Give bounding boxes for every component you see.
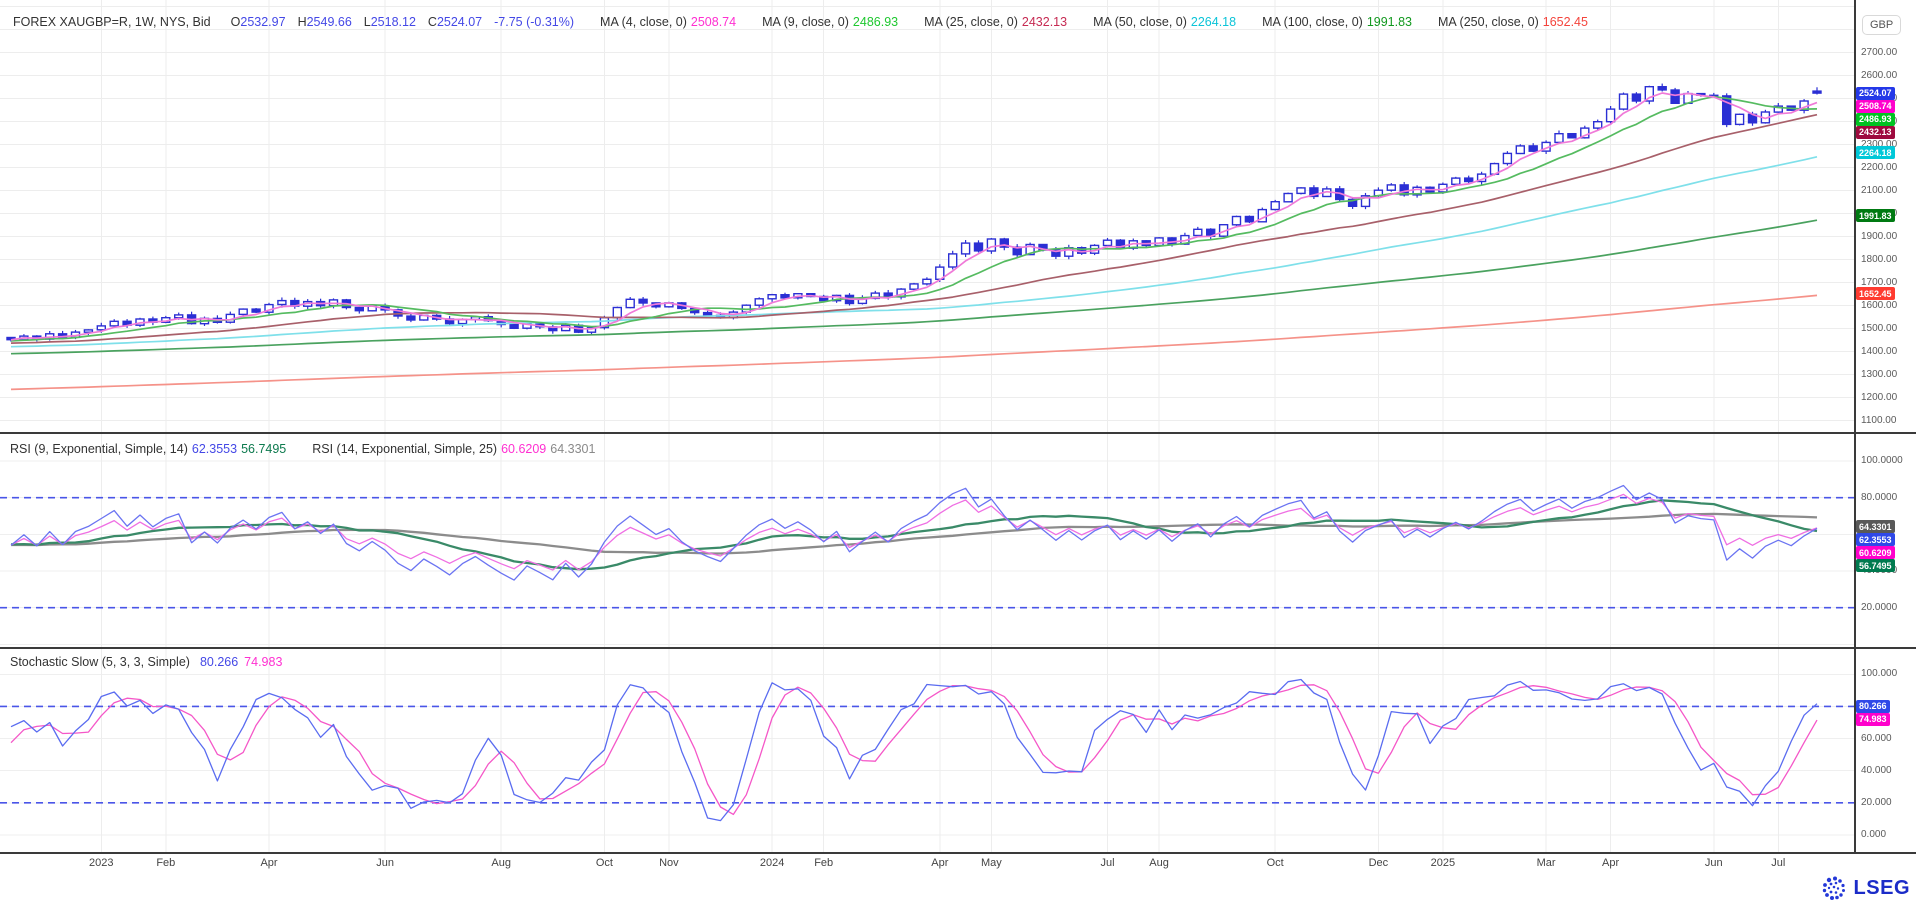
x-axis-label: 2025	[1430, 857, 1456, 869]
x-axis-label: Jun	[376, 857, 394, 869]
x-axis-label: Apr	[931, 857, 949, 869]
stochastic-legend-label: Stochastic Slow (5, 3, 3, Simple)	[10, 655, 190, 669]
price-axis-label: 1300.00	[1861, 368, 1898, 380]
rsi-tag: 56.7495	[1856, 559, 1895, 572]
x-axis-label: Mar	[1536, 857, 1556, 869]
rsi-legend-item: RSI (14, Exponential, Simple, 25) 60.6209…	[312, 442, 596, 456]
currency-label: GBP	[1862, 15, 1902, 35]
lseg-logo-icon	[1822, 876, 1845, 900]
stoch-axis-label: 0.000	[1861, 829, 1887, 840]
lseg-logo-text: LSEG	[1853, 876, 1910, 899]
price-axis-label: 2700.00	[1861, 46, 1898, 58]
ma-legend-item: MA (25, close, 0) 2432.13	[924, 15, 1068, 29]
rsi-axis-label: 20.0000	[1861, 601, 1898, 613]
x-axis-label: 2023	[89, 857, 114, 869]
ma-legend-item: MA (100, close, 0) 1991.83	[1262, 15, 1413, 29]
rsi-tag: 64.3301	[1856, 520, 1895, 533]
price-axis-label: 1600.00	[1861, 299, 1898, 311]
rsi-tag: 62.3553	[1856, 533, 1895, 546]
rsi-legend-item: RSI (9, Exponential, Simple, 14) 62.3553 5…	[10, 442, 287, 456]
stochastic-legend: Stochastic Slow (5, 3, 3, Simple) 80.266…	[10, 655, 282, 669]
ma-legend: MA (4, close, 0) 2508.74 MA (9, close, 0) 2…	[574, 15, 1588, 29]
stochastic-d-value: 74.983	[244, 655, 283, 669]
x-axis-label: Aug	[491, 857, 511, 869]
ma-legend-item: MA (9, close, 0) 2486.93	[762, 15, 899, 29]
x-axis-label: Jun	[1704, 857, 1723, 869]
x-axis-label: Jul	[1100, 857, 1115, 869]
quote-item: L 2518.12	[363, 15, 416, 29]
ma-legend-item: MA (50, close, 0) 2264.18	[1093, 15, 1237, 29]
price-axis-label: 1800.00	[1861, 253, 1898, 265]
x-axis-label: 2024	[759, 857, 785, 869]
ma-legend-item: MA (4, close, 0) 2508.74	[600, 15, 737, 29]
rsi-tag: 60.6209	[1856, 546, 1895, 559]
price-tag: 2508.74	[1856, 99, 1895, 113]
price-tag: 1652.45	[1856, 287, 1895, 301]
stoch-axis-label: 60.000	[1861, 732, 1892, 744]
quote-item: O 2532.97	[230, 15, 286, 29]
price-axis-label: 2100.00	[1861, 184, 1898, 196]
price-tag: 2524.07	[1856, 86, 1895, 100]
x-axis-label: Dec	[1368, 857, 1389, 869]
price-tag: 2264.18	[1856, 146, 1895, 160]
price-axis-label: 1700.00	[1861, 276, 1898, 288]
x-axis-label: Feb	[814, 857, 834, 869]
x-axis-label: Oct	[595, 857, 613, 869]
x-axis-label: Nov	[659, 857, 679, 869]
ma-legend-item: MA (250, close, 0) 1652.45	[1438, 15, 1588, 29]
quote-item: C 2524.07	[427, 15, 483, 29]
price-axis-label: 2600.00	[1861, 69, 1898, 81]
x-axis-label: Aug	[1149, 857, 1169, 869]
stoch-axis-label: 20.000	[1861, 796, 1892, 808]
x-axis-label: Jul	[1771, 857, 1786, 869]
stoch-axis-label: 40.000	[1861, 764, 1892, 776]
price-axis-label: 2300.00	[1861, 138, 1898, 150]
x-axis-label: May	[981, 857, 1002, 869]
price-axis-label: 1900.00	[1861, 230, 1898, 242]
x-axis-label: Apr	[260, 857, 278, 869]
quote-item: H 2549.66	[297, 15, 352, 29]
price-axis-label: 1400.00	[1861, 345, 1898, 357]
price-tag: 1991.83	[1856, 209, 1895, 223]
price-axis-label: 1200.00	[1861, 391, 1898, 403]
rsi-axis-label: 80.0000	[1861, 491, 1898, 503]
stochastic-k-value: 80.266	[199, 655, 239, 669]
stoch-tag: 74.983	[1856, 712, 1890, 726]
rsi-legend: RSI (9, Exponential, Simple, 14) 62.3553 5…	[10, 442, 595, 456]
price-tag: 2432.13	[1856, 125, 1895, 139]
rsi-axis-label: 100.0000	[1861, 455, 1903, 467]
quote-values: O 2532.97 H 2549.66 L 2518.12 C 2524.07	[219, 15, 483, 29]
x-axis-label: Oct	[1266, 857, 1284, 869]
instrument-title: FOREX XAUGBP=R, 1W, NYS, Bid	[13, 15, 211, 29]
price-axis-label: 1500.00	[1861, 322, 1898, 334]
change-value: -7.75 (-0.31%)	[494, 15, 575, 29]
stoch-tag: 80.266	[1856, 699, 1890, 713]
stoch-axis-label: 100.000	[1861, 668, 1898, 680]
price-axis-label: 2200.00	[1861, 161, 1898, 173]
price-chart-legend: FOREX XAUGBP=R, 1W, NYS, Bid O 2532.97 H 25…	[13, 15, 1588, 29]
x-axis-label: Feb	[156, 857, 176, 869]
price-tag: 2486.93	[1856, 112, 1895, 126]
x-axis-label: Apr	[1602, 857, 1620, 869]
price-axis-label: 1100.00	[1861, 414, 1897, 426]
lseg-logo: LSEG	[1819, 874, 1910, 902]
